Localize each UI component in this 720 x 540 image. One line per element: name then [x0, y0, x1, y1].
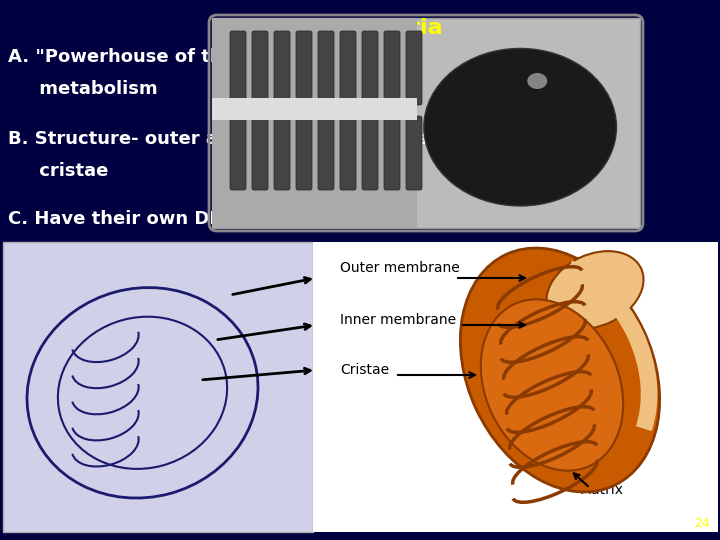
Ellipse shape: [424, 49, 616, 206]
Bar: [3, 242, 313, 532]
Bar: [212, 18, 418, 228]
FancyBboxPatch shape: [252, 31, 268, 105]
Text: A. "Powerhouse of the cell" - cellular: A. "Powerhouse of the cell" - cellular: [8, 48, 381, 66]
Bar: [212, 18, 640, 228]
Text: Mitochondria: Mitochondria: [277, 18, 443, 38]
Text: 24: 24: [694, 517, 710, 530]
FancyBboxPatch shape: [340, 116, 356, 190]
Ellipse shape: [481, 299, 624, 471]
Text: B. Structure- outer and inner membranes,: B. Structure- outer and inner membranes,: [8, 130, 435, 148]
FancyBboxPatch shape: [318, 116, 334, 190]
Text: Inner membrane: Inner membrane: [340, 313, 456, 327]
FancyBboxPatch shape: [384, 31, 400, 105]
FancyBboxPatch shape: [406, 116, 422, 190]
FancyBboxPatch shape: [406, 31, 422, 105]
FancyBboxPatch shape: [296, 116, 312, 190]
FancyBboxPatch shape: [384, 116, 400, 190]
Ellipse shape: [527, 73, 547, 89]
Bar: [212, 98, 418, 120]
FancyBboxPatch shape: [252, 116, 268, 190]
FancyBboxPatch shape: [230, 31, 246, 105]
Text: Matrix: Matrix: [580, 483, 624, 497]
FancyBboxPatch shape: [362, 31, 378, 105]
FancyBboxPatch shape: [362, 116, 378, 190]
FancyBboxPatch shape: [296, 31, 312, 105]
FancyBboxPatch shape: [274, 31, 290, 105]
FancyBboxPatch shape: [230, 116, 246, 190]
Text: Cristae: Cristae: [340, 363, 389, 377]
Text: C. Have their own DNA: C. Have their own DNA: [8, 210, 238, 228]
Ellipse shape: [460, 248, 660, 492]
FancyBboxPatch shape: [274, 116, 290, 190]
Text: metabolism: metabolism: [8, 80, 158, 98]
Text: cristae: cristae: [8, 162, 109, 180]
Bar: [313, 242, 718, 532]
FancyBboxPatch shape: [340, 31, 356, 105]
FancyBboxPatch shape: [318, 31, 334, 105]
Text: Outer membrane: Outer membrane: [340, 261, 460, 275]
Ellipse shape: [546, 251, 644, 329]
